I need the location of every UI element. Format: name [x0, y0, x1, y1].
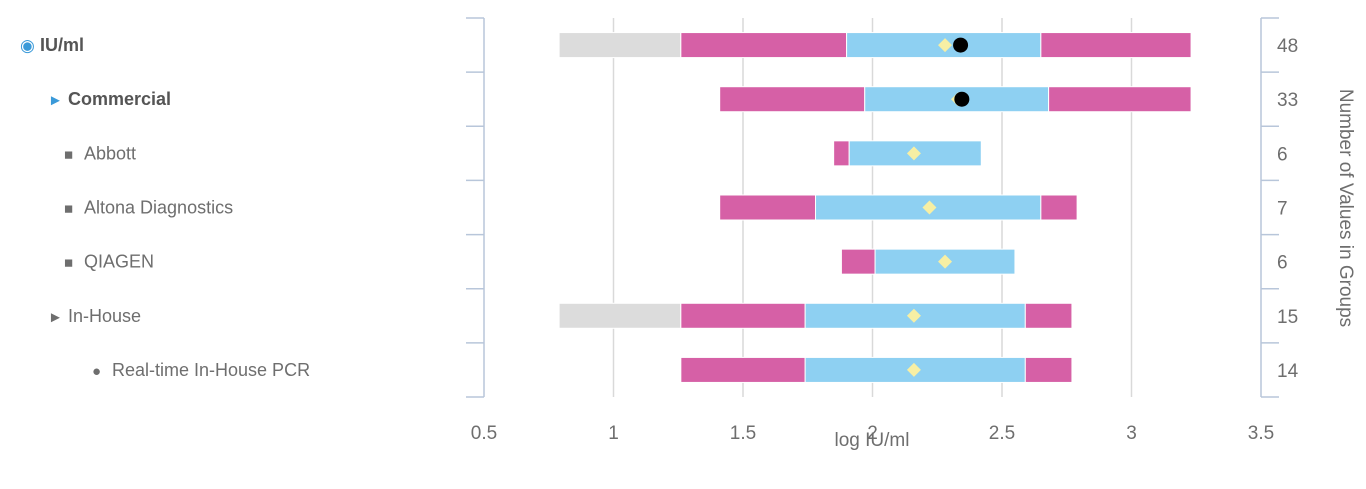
group-count-label: 6	[1277, 144, 1288, 165]
row-label: Real-time In-House PCR	[112, 360, 310, 380]
lower-range-bar	[680, 356, 806, 383]
upper-range-bar	[1048, 86, 1192, 113]
lower-range-bar	[719, 86, 866, 113]
row-label: Altona Diagnostics	[84, 198, 233, 218]
row-label-marker: ■	[64, 201, 73, 218]
x-tick-label: 0.5	[471, 423, 497, 444]
upper-range-bar	[1024, 356, 1073, 383]
row-label: QIAGEN	[84, 252, 154, 272]
lower-range-bar	[833, 140, 850, 167]
row-label-marker: ►	[48, 92, 63, 109]
reference-dot-marker	[953, 37, 969, 53]
reference-dot-marker	[954, 91, 970, 107]
upper-range-bar	[1040, 194, 1078, 221]
group-count-label: 7	[1277, 199, 1288, 220]
row-label-marker: ●	[92, 363, 101, 380]
row-label: IU/ml	[40, 35, 84, 55]
group-count-label: 48	[1277, 36, 1298, 57]
row-label-marker: ►	[48, 309, 63, 326]
row-label: In-House	[68, 306, 141, 326]
x-tick-label: 1.5	[730, 423, 756, 444]
group-count-label: 14	[1277, 361, 1299, 382]
lower-range-bar	[680, 32, 848, 59]
mean-diamond-marker	[938, 254, 953, 269]
row-label-marker: ◉	[20, 36, 35, 55]
lower-range-bar	[719, 194, 817, 221]
x-axis-title: log IU/ml	[835, 430, 910, 451]
x-tick-label: 1	[608, 423, 619, 444]
mean-diamond-marker	[906, 146, 921, 161]
row-label: Abbott	[84, 143, 136, 163]
grey-range-bar	[558, 302, 682, 329]
upper-range-bar	[1024, 302, 1073, 329]
row-label-marker: ■	[64, 146, 73, 163]
mean-diamond-marker	[906, 308, 921, 323]
mean-diamond-marker	[922, 200, 937, 215]
secondary-axis-title: Number of Values in Groups	[1335, 89, 1356, 327]
lower-range-bar	[680, 302, 806, 329]
upper-range-bar	[1040, 32, 1192, 59]
mean-diamond-marker	[938, 38, 953, 53]
x-tick-label: 2	[867, 423, 878, 444]
group-count-label: 6	[1277, 253, 1288, 274]
lower-range-bar	[840, 248, 876, 275]
row-label: Commercial	[68, 89, 171, 109]
group-count-label: 33	[1277, 90, 1298, 111]
x-tick-label: 2.5	[989, 423, 1015, 444]
row-label-marker: ■	[64, 255, 73, 272]
grey-range-bar	[558, 32, 682, 59]
x-tick-label: 3	[1126, 423, 1137, 444]
group-count-label: 15	[1277, 307, 1298, 328]
x-tick-label: 3.5	[1248, 423, 1274, 444]
mean-diamond-marker	[906, 362, 921, 377]
